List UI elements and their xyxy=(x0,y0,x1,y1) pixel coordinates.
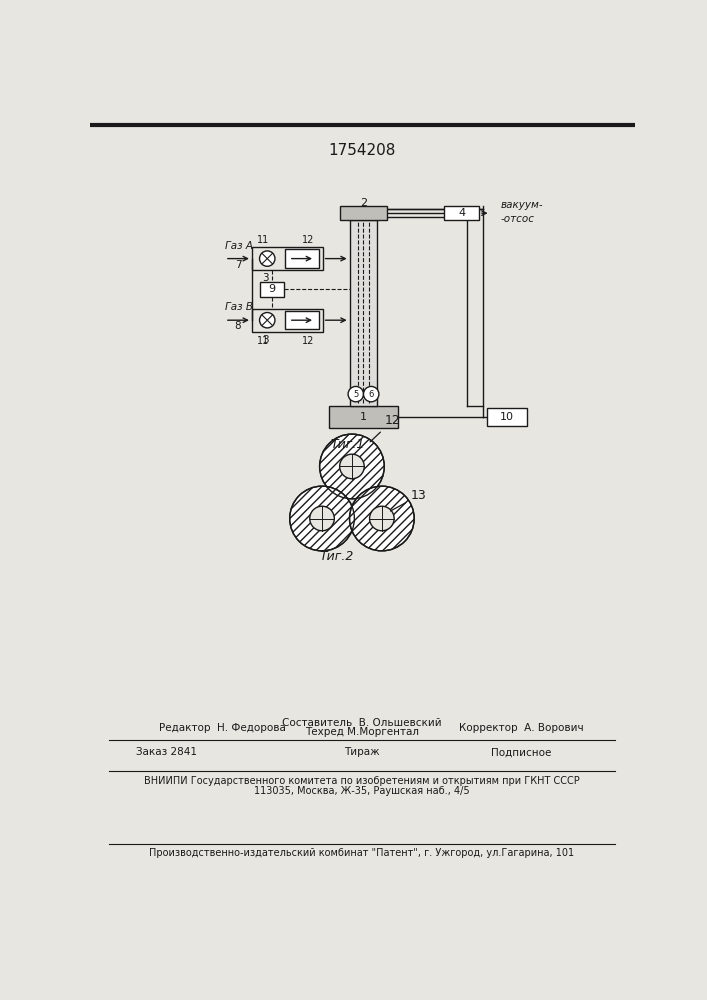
Text: Тираж: Тираж xyxy=(344,747,380,757)
Bar xyxy=(329,406,398,428)
Bar xyxy=(285,311,319,329)
Text: 12: 12 xyxy=(302,336,314,346)
Text: -отсос: -отсос xyxy=(501,214,534,224)
Bar xyxy=(350,220,378,406)
Circle shape xyxy=(290,486,354,551)
Circle shape xyxy=(348,386,363,402)
Text: 12: 12 xyxy=(370,414,400,442)
Text: 1754208: 1754208 xyxy=(328,143,396,158)
Text: Подписное: Подписное xyxy=(491,747,551,757)
Text: 11: 11 xyxy=(257,235,269,245)
Text: Редактор  Н. Федорова: Редактор Н. Федорова xyxy=(160,723,286,733)
Bar xyxy=(340,206,387,220)
Text: 1: 1 xyxy=(360,412,367,422)
Bar xyxy=(252,309,322,332)
Text: Производственно-издательский комбинат "Патент", г. Ужгород, ул.Гагарина, 101: Производственно-издательский комбинат "П… xyxy=(149,848,575,858)
Text: 113035, Москва, Ж-35, Раушская наб., 4/5: 113035, Москва, Ж-35, Раушская наб., 4/5 xyxy=(254,786,469,796)
Text: 12: 12 xyxy=(302,235,314,245)
Text: 6: 6 xyxy=(368,390,374,399)
Text: 13: 13 xyxy=(390,489,427,511)
Bar xyxy=(444,206,479,220)
Circle shape xyxy=(310,506,334,531)
Text: 3: 3 xyxy=(262,273,269,283)
Circle shape xyxy=(349,486,414,551)
Circle shape xyxy=(363,386,379,402)
Text: 5: 5 xyxy=(354,390,358,399)
Text: 3: 3 xyxy=(262,335,269,345)
Text: 11: 11 xyxy=(257,336,269,346)
Text: Составитель  В. Ольшевский: Составитель В. Ольшевский xyxy=(282,718,442,728)
Text: вакуум-: вакуум- xyxy=(501,200,543,210)
Text: Техред М.Моргентал: Техред М.Моргентал xyxy=(305,727,419,737)
Text: 10: 10 xyxy=(500,412,514,422)
Bar xyxy=(285,249,319,268)
Text: ВНИИПИ Государственного комитета по изобретениям и открытиям при ГКНТ СССР: ВНИИПИ Государственного комитета по изоб… xyxy=(144,776,580,786)
Text: 4: 4 xyxy=(458,208,465,218)
Text: Корректор  А. Ворович: Корректор А. Ворович xyxy=(459,723,584,733)
Text: 7: 7 xyxy=(235,260,241,270)
Circle shape xyxy=(320,434,385,499)
Circle shape xyxy=(370,506,394,531)
Bar xyxy=(252,247,322,270)
Text: Τиг.2: Τиг.2 xyxy=(320,550,354,563)
Text: Газ В: Газ В xyxy=(225,302,253,312)
Text: 2: 2 xyxy=(360,198,367,208)
Bar xyxy=(486,408,527,426)
Text: 8: 8 xyxy=(235,321,241,331)
Text: Τиг.1: Τиг.1 xyxy=(331,438,366,451)
Bar xyxy=(259,282,284,297)
Text: Газ А: Газ А xyxy=(225,241,253,251)
Circle shape xyxy=(339,454,364,479)
Circle shape xyxy=(259,251,275,266)
Text: 9: 9 xyxy=(268,284,276,294)
Text: Заказ 2841: Заказ 2841 xyxy=(136,747,197,757)
Circle shape xyxy=(259,312,275,328)
